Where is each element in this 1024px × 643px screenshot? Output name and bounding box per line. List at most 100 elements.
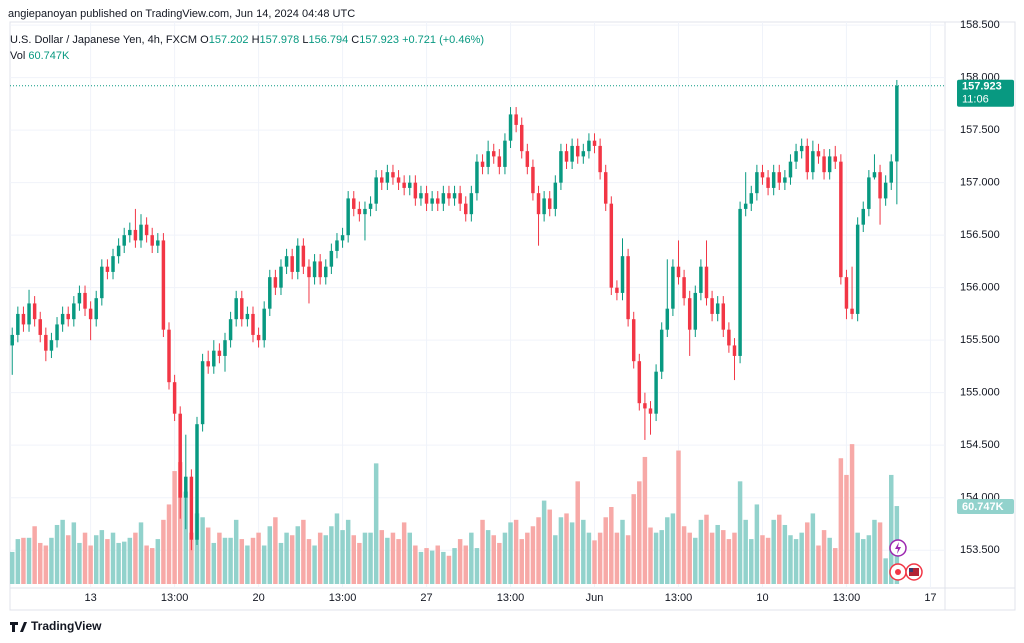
candle-body <box>671 266 675 309</box>
candle-body <box>631 319 636 362</box>
x-tick-label: 13:00 <box>665 592 693 604</box>
candle-body <box>296 245 300 272</box>
volume-bar <box>99 530 105 584</box>
volume-bar <box>625 535 631 584</box>
x-tick-label: 13:00 <box>497 592 525 604</box>
candle-body <box>805 145 810 173</box>
candle-body <box>200 361 205 425</box>
candle-body <box>212 350 216 367</box>
volume-badge <box>957 499 1014 515</box>
x-tick-label: 27 <box>420 592 432 604</box>
volume-bar <box>732 532 737 584</box>
y-tick-label: 155.000 <box>960 387 1000 399</box>
volume-bar <box>362 532 368 584</box>
volume-bar <box>592 540 597 584</box>
chart-frame <box>9 21 1016 611</box>
candle-body <box>139 224 143 241</box>
volume-bar <box>631 494 636 584</box>
candle-body <box>66 313 70 320</box>
volume-bar <box>368 532 373 584</box>
candle-body <box>178 413 182 498</box>
volume-bar <box>49 537 54 584</box>
volume-bar <box>721 530 726 584</box>
volume-bar <box>345 519 351 584</box>
volume-bar <box>161 519 166 584</box>
volume-bar <box>105 539 110 584</box>
candle-body <box>771 172 776 188</box>
candle-body <box>44 334 48 351</box>
candle-body <box>307 266 311 278</box>
candle-body <box>492 151 496 157</box>
event-icons <box>889 539 923 581</box>
volume-bar <box>189 532 194 584</box>
candle-body <box>895 85 899 162</box>
volume-bar <box>502 532 508 584</box>
volume-bar <box>743 519 748 584</box>
l-value: 156.794 <box>308 34 349 46</box>
candle-body <box>592 140 597 146</box>
volume-bar <box>429 550 435 584</box>
candle-body <box>408 182 412 188</box>
candle-body <box>133 229 138 241</box>
volume-bar <box>861 539 866 584</box>
volume-bar <box>457 539 463 584</box>
axes-layer: 153.500154.000154.500155.000155.500156.0… <box>84 19 999 604</box>
volume-bar <box>799 532 804 584</box>
candle-body <box>850 308 854 314</box>
candle-body <box>676 266 681 278</box>
vol-label: Vol <box>10 50 26 62</box>
volume-legend: Vol 60.747K <box>10 50 69 62</box>
candle-body <box>167 329 171 383</box>
volume-bar <box>749 539 754 584</box>
candle-body <box>424 193 429 204</box>
volume-bar <box>513 519 519 584</box>
x-tick-label: 13:00 <box>161 592 189 604</box>
candle-body <box>480 161 485 167</box>
volume-bar <box>93 535 99 584</box>
candle-body <box>878 172 882 199</box>
candle-body <box>391 172 395 178</box>
candle-body <box>284 256 289 267</box>
x-tick-label: 20 <box>252 592 264 604</box>
candle-body <box>290 256 294 272</box>
candle-body <box>105 266 110 272</box>
volume-bar <box>379 530 384 584</box>
candle-body <box>273 277 278 288</box>
candle-body <box>743 203 748 209</box>
candle-body <box>643 403 647 409</box>
candle-body <box>60 313 65 325</box>
volume-bar <box>558 517 564 584</box>
volume-bar <box>793 539 799 584</box>
volume-bar <box>553 535 558 584</box>
symbol: U.S. Dollar / Japanese Yen, 4h, FXCM <box>10 34 198 46</box>
volume-bar <box>329 526 334 584</box>
volume-bar <box>401 522 407 584</box>
candle-body <box>603 172 608 204</box>
candle-body <box>318 261 322 278</box>
volume-bar <box>273 517 278 584</box>
candle-body <box>883 182 888 199</box>
volume-bar <box>889 474 894 584</box>
volume-bar <box>413 545 418 584</box>
candle-body <box>727 329 731 346</box>
volume-bar <box>239 539 245 584</box>
candle-body <box>609 203 614 288</box>
candle-body <box>116 245 121 257</box>
candle-body <box>710 298 714 314</box>
price-badge <box>957 79 1014 107</box>
volume-bar <box>525 532 530 584</box>
volume-bar <box>334 513 340 584</box>
volume-bar <box>586 532 592 584</box>
volume-bar <box>60 519 65 584</box>
lightning-icon <box>895 542 901 554</box>
y-tick-label: 157.500 <box>960 124 1000 136</box>
volume-bar <box>110 532 116 584</box>
volume-bar <box>575 481 580 584</box>
candle-body <box>458 193 462 204</box>
volume-bar <box>306 539 312 584</box>
candle-body <box>575 145 580 157</box>
volume-bar <box>849 444 855 584</box>
volume-bar <box>71 522 77 584</box>
candle-body <box>654 371 658 414</box>
volume-bar <box>642 456 648 584</box>
